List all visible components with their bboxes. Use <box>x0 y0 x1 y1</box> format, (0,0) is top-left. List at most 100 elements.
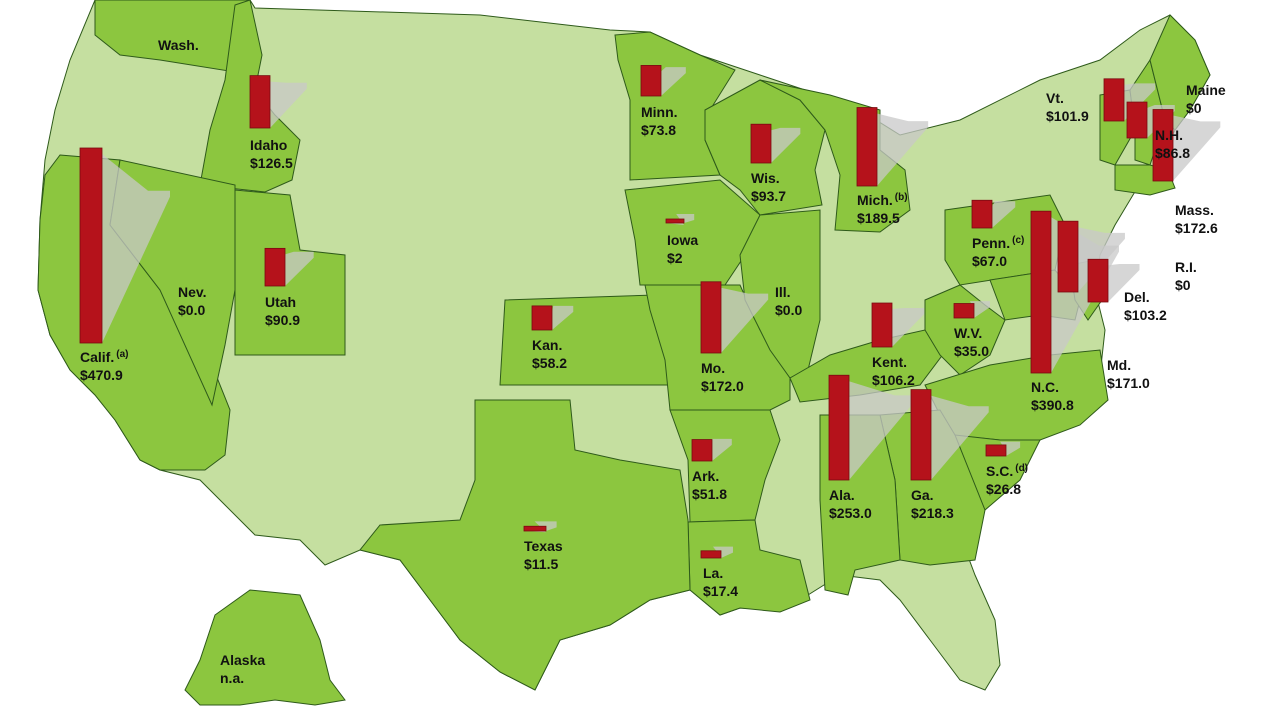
state-name-md: Md. <box>1107 357 1131 373</box>
state-value-tx: $11.5 <box>524 556 558 572</box>
bar-nh <box>1126 101 1148 139</box>
bar-shadow-ia <box>666 214 695 225</box>
bar-shadow-ca <box>80 154 170 343</box>
state-shape-ia <box>624 179 761 286</box>
label-layer: Wash. Idaho $126.5 Calif. (a) $470.9 Nev. $0.0 U… <box>80 37 1226 686</box>
state-note-pa: (c) <box>1012 235 1024 246</box>
bar-shadow-al <box>829 381 915 480</box>
state-value-la: $17.4 <box>703 583 738 599</box>
state-value-mi: $189.5 <box>857 210 900 226</box>
state-value-md: $171.0 <box>1107 375 1150 391</box>
state-name-il: Ill. <box>775 284 791 300</box>
bar-shadow-tx <box>524 521 557 533</box>
state-value-vt: $101.9 <box>1046 108 1089 124</box>
state-name-ky: Kent. <box>872 354 907 370</box>
bar-shadow-wv <box>954 301 990 318</box>
bar-id <box>249 75 271 129</box>
bar-ky <box>871 302 893 348</box>
state-value-pa: $67.0 <box>972 253 1007 269</box>
bar-vt <box>1103 78 1125 122</box>
state-value-ks: $58.2 <box>532 355 567 371</box>
state-value-nv: $0.0 <box>178 302 205 318</box>
bar-la <box>700 550 722 559</box>
bar-ga <box>910 389 932 481</box>
state-name-pa: Penn. <box>972 235 1010 251</box>
state-value-ak: n.a. <box>220 670 244 686</box>
state-shape-ks <box>499 294 671 386</box>
state-name-ga: Ga. <box>911 487 934 503</box>
state-name-ri: R.I. <box>1175 259 1197 275</box>
bar-mo <box>700 281 722 354</box>
bar-pa <box>971 199 993 229</box>
state-name-nv: Nev. <box>178 284 207 300</box>
state-value-ga: $218.3 <box>911 505 954 521</box>
state-name-mo: Mo. <box>701 360 725 376</box>
bar-ar <box>691 439 713 462</box>
bar-ia <box>665 218 685 224</box>
bar-tx <box>523 525 547 532</box>
bar-mi <box>856 107 878 187</box>
state-value-ma: $172.6 <box>1175 220 1218 236</box>
state-name-tx: Texas <box>524 538 563 554</box>
bar-sc <box>985 444 1007 457</box>
bar-shadow-sc <box>986 441 1021 456</box>
state-value-nh: $86.8 <box>1155 145 1190 161</box>
bar-wv <box>953 303 975 319</box>
state-value-ri: $0 <box>1175 277 1191 293</box>
state-value-de: $103.2 <box>1124 307 1167 323</box>
state-value-wv: $35.0 <box>954 343 989 359</box>
state-name-de: Del. <box>1124 289 1150 305</box>
state-name-wa: Wash. <box>158 37 199 53</box>
state-value-me: $0 <box>1186 100 1202 116</box>
state-name-mn: Minn. <box>641 104 678 120</box>
state-name-ks: Kan. <box>532 337 562 353</box>
bar-ca <box>79 147 103 344</box>
state-name-nc: N.C. <box>1031 379 1059 395</box>
state-note-ca: (a) <box>116 349 128 360</box>
state-name-ma: Mass. <box>1175 202 1214 218</box>
state-name-wv: W.V. <box>954 325 982 341</box>
state-value-mo: $172.0 <box>701 378 744 394</box>
state-name-mi: Mich. <box>857 192 893 208</box>
state-value-ca: $470.9 <box>80 367 123 383</box>
state-value-mn: $73.8 <box>641 122 676 138</box>
state-shape-tx <box>359 399 691 691</box>
state-value-nc: $390.8 <box>1031 397 1074 413</box>
state-value-ky: $106.2 <box>872 372 915 388</box>
state-name-id: Idaho <box>250 137 287 153</box>
bar-shadow-la <box>701 546 733 558</box>
state-name-vt: Vt. <box>1046 90 1064 106</box>
bar-ut <box>264 247 286 287</box>
state-shape-la <box>687 519 811 616</box>
bar-al <box>828 374 850 481</box>
state-value-sc: $26.8 <box>986 481 1021 497</box>
state-name-la: La. <box>703 565 723 581</box>
state-value-ar: $51.8 <box>692 486 727 502</box>
state-note-sc: (d) <box>1015 463 1028 474</box>
state-name-wi: Wis. <box>751 170 780 186</box>
state-name-ia: Iowa <box>667 232 698 248</box>
state-name-ca: Calif. <box>80 349 114 365</box>
bar-de <box>1087 258 1109 303</box>
bar-mn <box>640 65 662 97</box>
state-name-ar: Ark. <box>692 468 719 484</box>
state-name-me: Maine <box>1186 82 1226 98</box>
state-note-mi: (b) <box>895 192 908 203</box>
bar-nc <box>1030 210 1052 374</box>
state-value-id: $126.5 <box>250 155 293 171</box>
state-name-ak: Alaska <box>220 652 265 668</box>
bar-md <box>1057 220 1079 293</box>
state-value-al: $253.0 <box>829 505 872 521</box>
state-value-ia: $2 <box>667 250 683 266</box>
state-name-ut: Utah <box>265 294 296 310</box>
bar-layer <box>79 65 1174 559</box>
state-shape-ar <box>669 409 781 523</box>
state-value-ut: $90.9 <box>265 312 300 328</box>
state-shape-ak <box>184 589 346 706</box>
state-name-al: Ala. <box>829 487 855 503</box>
state-name-sc: S.C. <box>986 463 1013 479</box>
state-value-wi: $93.7 <box>751 188 786 204</box>
bar-ma <box>1152 109 1174 182</box>
state-value-il: $0.0 <box>775 302 802 318</box>
